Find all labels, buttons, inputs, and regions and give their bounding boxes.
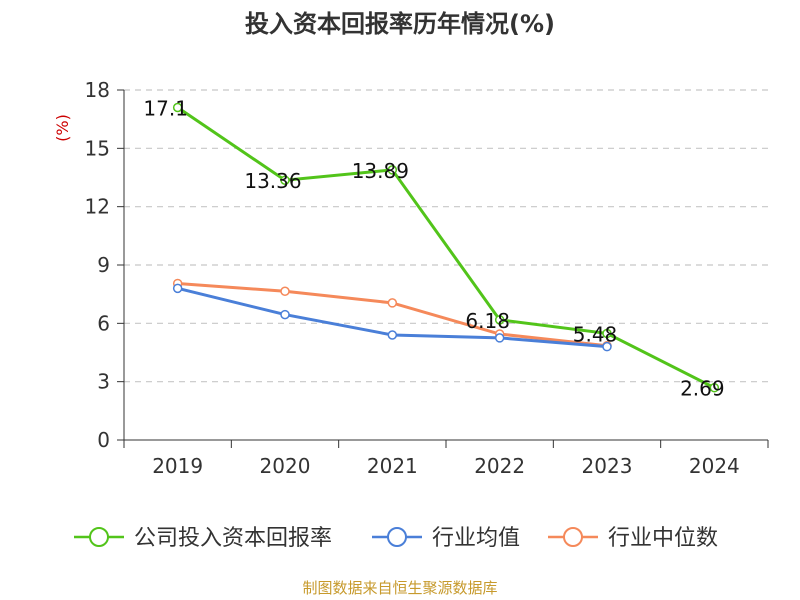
y-tick-label: 15 — [85, 136, 110, 160]
data-point — [280, 286, 290, 296]
data-point — [387, 298, 398, 308]
data-point — [602, 341, 612, 352]
x-tick-label: 2024 — [689, 454, 740, 478]
data-labels: 17.1 13.36 13.89 6.18 5.48 2.69 — [143, 97, 724, 401]
legend-label: 公司投入资本回报率 — [134, 526, 332, 551]
axes: 0 3 6 9 12 15 18 2019 2020 2021 2022 2023 2024 — [85, 78, 769, 478]
y-tick-label: 9 — [97, 253, 110, 277]
data-point — [172, 102, 183, 113]
data-point — [172, 283, 183, 294]
series-group — [172, 102, 720, 393]
data-point — [709, 382, 720, 393]
data-label: 6.18 — [465, 309, 510, 333]
legend-marker — [563, 527, 583, 547]
data-label: 5.48 — [573, 322, 618, 346]
data-point — [387, 165, 398, 175]
data-point — [602, 328, 612, 339]
y-tick-label: 18 — [85, 78, 110, 102]
data-point — [387, 330, 398, 340]
x-tick-label: 2019 — [152, 454, 203, 478]
data-label: 17.1 — [143, 97, 188, 121]
data-point — [494, 333, 505, 343]
legend-label: 行业均值 — [432, 526, 520, 551]
x-tick-label: 2023 — [582, 454, 633, 478]
data-label: 2.69 — [680, 377, 725, 401]
y-axis-unit: (%) — [53, 114, 72, 142]
x-tick-label: 2020 — [260, 454, 311, 478]
x-tick-label: 2021 — [367, 454, 418, 478]
y-tick-label: 0 — [97, 428, 110, 452]
grid-lines — [124, 89, 768, 383]
data-point — [494, 315, 505, 325]
data-label: 13.89 — [352, 159, 409, 183]
data-point — [280, 309, 290, 320]
legend-marker — [89, 527, 109, 547]
y-tick-label: 3 — [97, 370, 110, 394]
legend-marker — [387, 527, 407, 547]
chart-title: 投入资本回报率历年情况(%) — [245, 10, 555, 38]
series-line — [176, 106, 716, 390]
legend-label: 行业中位数 — [608, 526, 718, 551]
x-tick-label: 2022 — [474, 454, 525, 478]
legend: 公司投入资本回报率 行业均值 行业中位数 — [74, 526, 718, 551]
data-label: 13.36 — [244, 169, 301, 193]
data-source: 制图数据来自恒生聚源数据库 — [302, 579, 498, 597]
data-point — [280, 175, 290, 185]
y-tick-label: 12 — [85, 195, 110, 219]
y-tick-label: 6 — [97, 311, 110, 335]
